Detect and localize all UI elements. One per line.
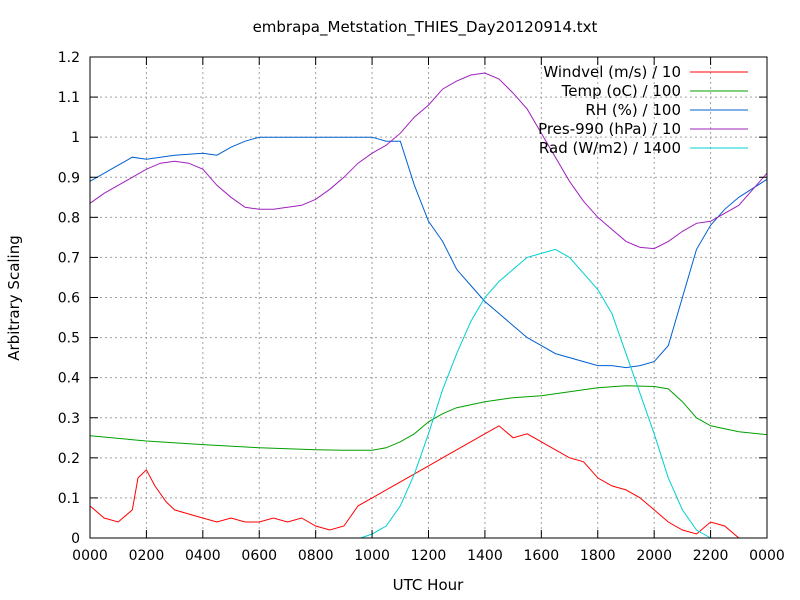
y-tick-label: 0.4	[58, 371, 80, 387]
y-tick-label: 0.6	[58, 291, 80, 307]
chart-title: embrapa_Metstation_THIES_Day20120914.txt	[253, 18, 598, 37]
series-line-0	[89, 425, 740, 539]
series-lines	[89, 72, 768, 539]
legend-label-2: RH (%) / 100	[585, 101, 681, 119]
series-line-1	[89, 385, 768, 451]
series-line-4	[360, 248, 711, 539]
x-tick-label: 0800	[298, 548, 334, 564]
x-tick-label: 0000	[749, 548, 785, 564]
x-tick-label: 2200	[693, 548, 729, 564]
x-axis-label: UTC Hour	[393, 576, 464, 594]
x-tick-label: 0400	[185, 548, 221, 564]
legend-label-1: Temp (oC) / 100	[561, 82, 681, 100]
y-tick-label: 1.2	[58, 50, 80, 66]
x-tick-label: 1200	[411, 548, 447, 564]
y-tick-label: 0.3	[58, 411, 80, 427]
y-tick-label: 0	[71, 531, 80, 547]
y-tick-label: 0.1	[58, 491, 80, 507]
y-tick-label: 0.5	[58, 331, 80, 347]
x-tick-label: 2000	[636, 548, 672, 564]
y-tick-label: 0.7	[58, 250, 80, 266]
y-tick-label: 1.1	[58, 90, 80, 106]
axis-ticks: 0 0.1 0.2 0.3 0.4 0.5 0.6 0.7 0.8 0.9 1 1.1 1.2 0000 0…	[58, 50, 785, 564]
x-tick-label: 1400	[467, 548, 503, 564]
series-line-3	[89, 72, 768, 250]
x-tick-label: 0200	[129, 548, 165, 564]
y-tick-label: 0.8	[58, 210, 80, 226]
y-axis-label: Arbitrary Scaling	[5, 235, 23, 361]
x-tick-label: 0600	[241, 548, 277, 564]
y-tick-label: 0.2	[58, 451, 80, 467]
y-tick-label: 0.9	[58, 170, 80, 186]
legend-label-3: Pres-990 (hPa) / 10	[538, 120, 681, 138]
y-tick-label: 1	[71, 130, 80, 146]
x-tick-label: 1800	[580, 548, 616, 564]
x-tick-label: 1000	[354, 548, 390, 564]
series-line-2	[89, 136, 768, 369]
legend-label-4: Rad (W/m2) / 1400	[539, 139, 681, 157]
x-tick-label: 1600	[524, 548, 560, 564]
x-tick-label: 0000	[72, 548, 108, 564]
legend-label-0: Windvel (m/s) / 10	[543, 63, 681, 81]
